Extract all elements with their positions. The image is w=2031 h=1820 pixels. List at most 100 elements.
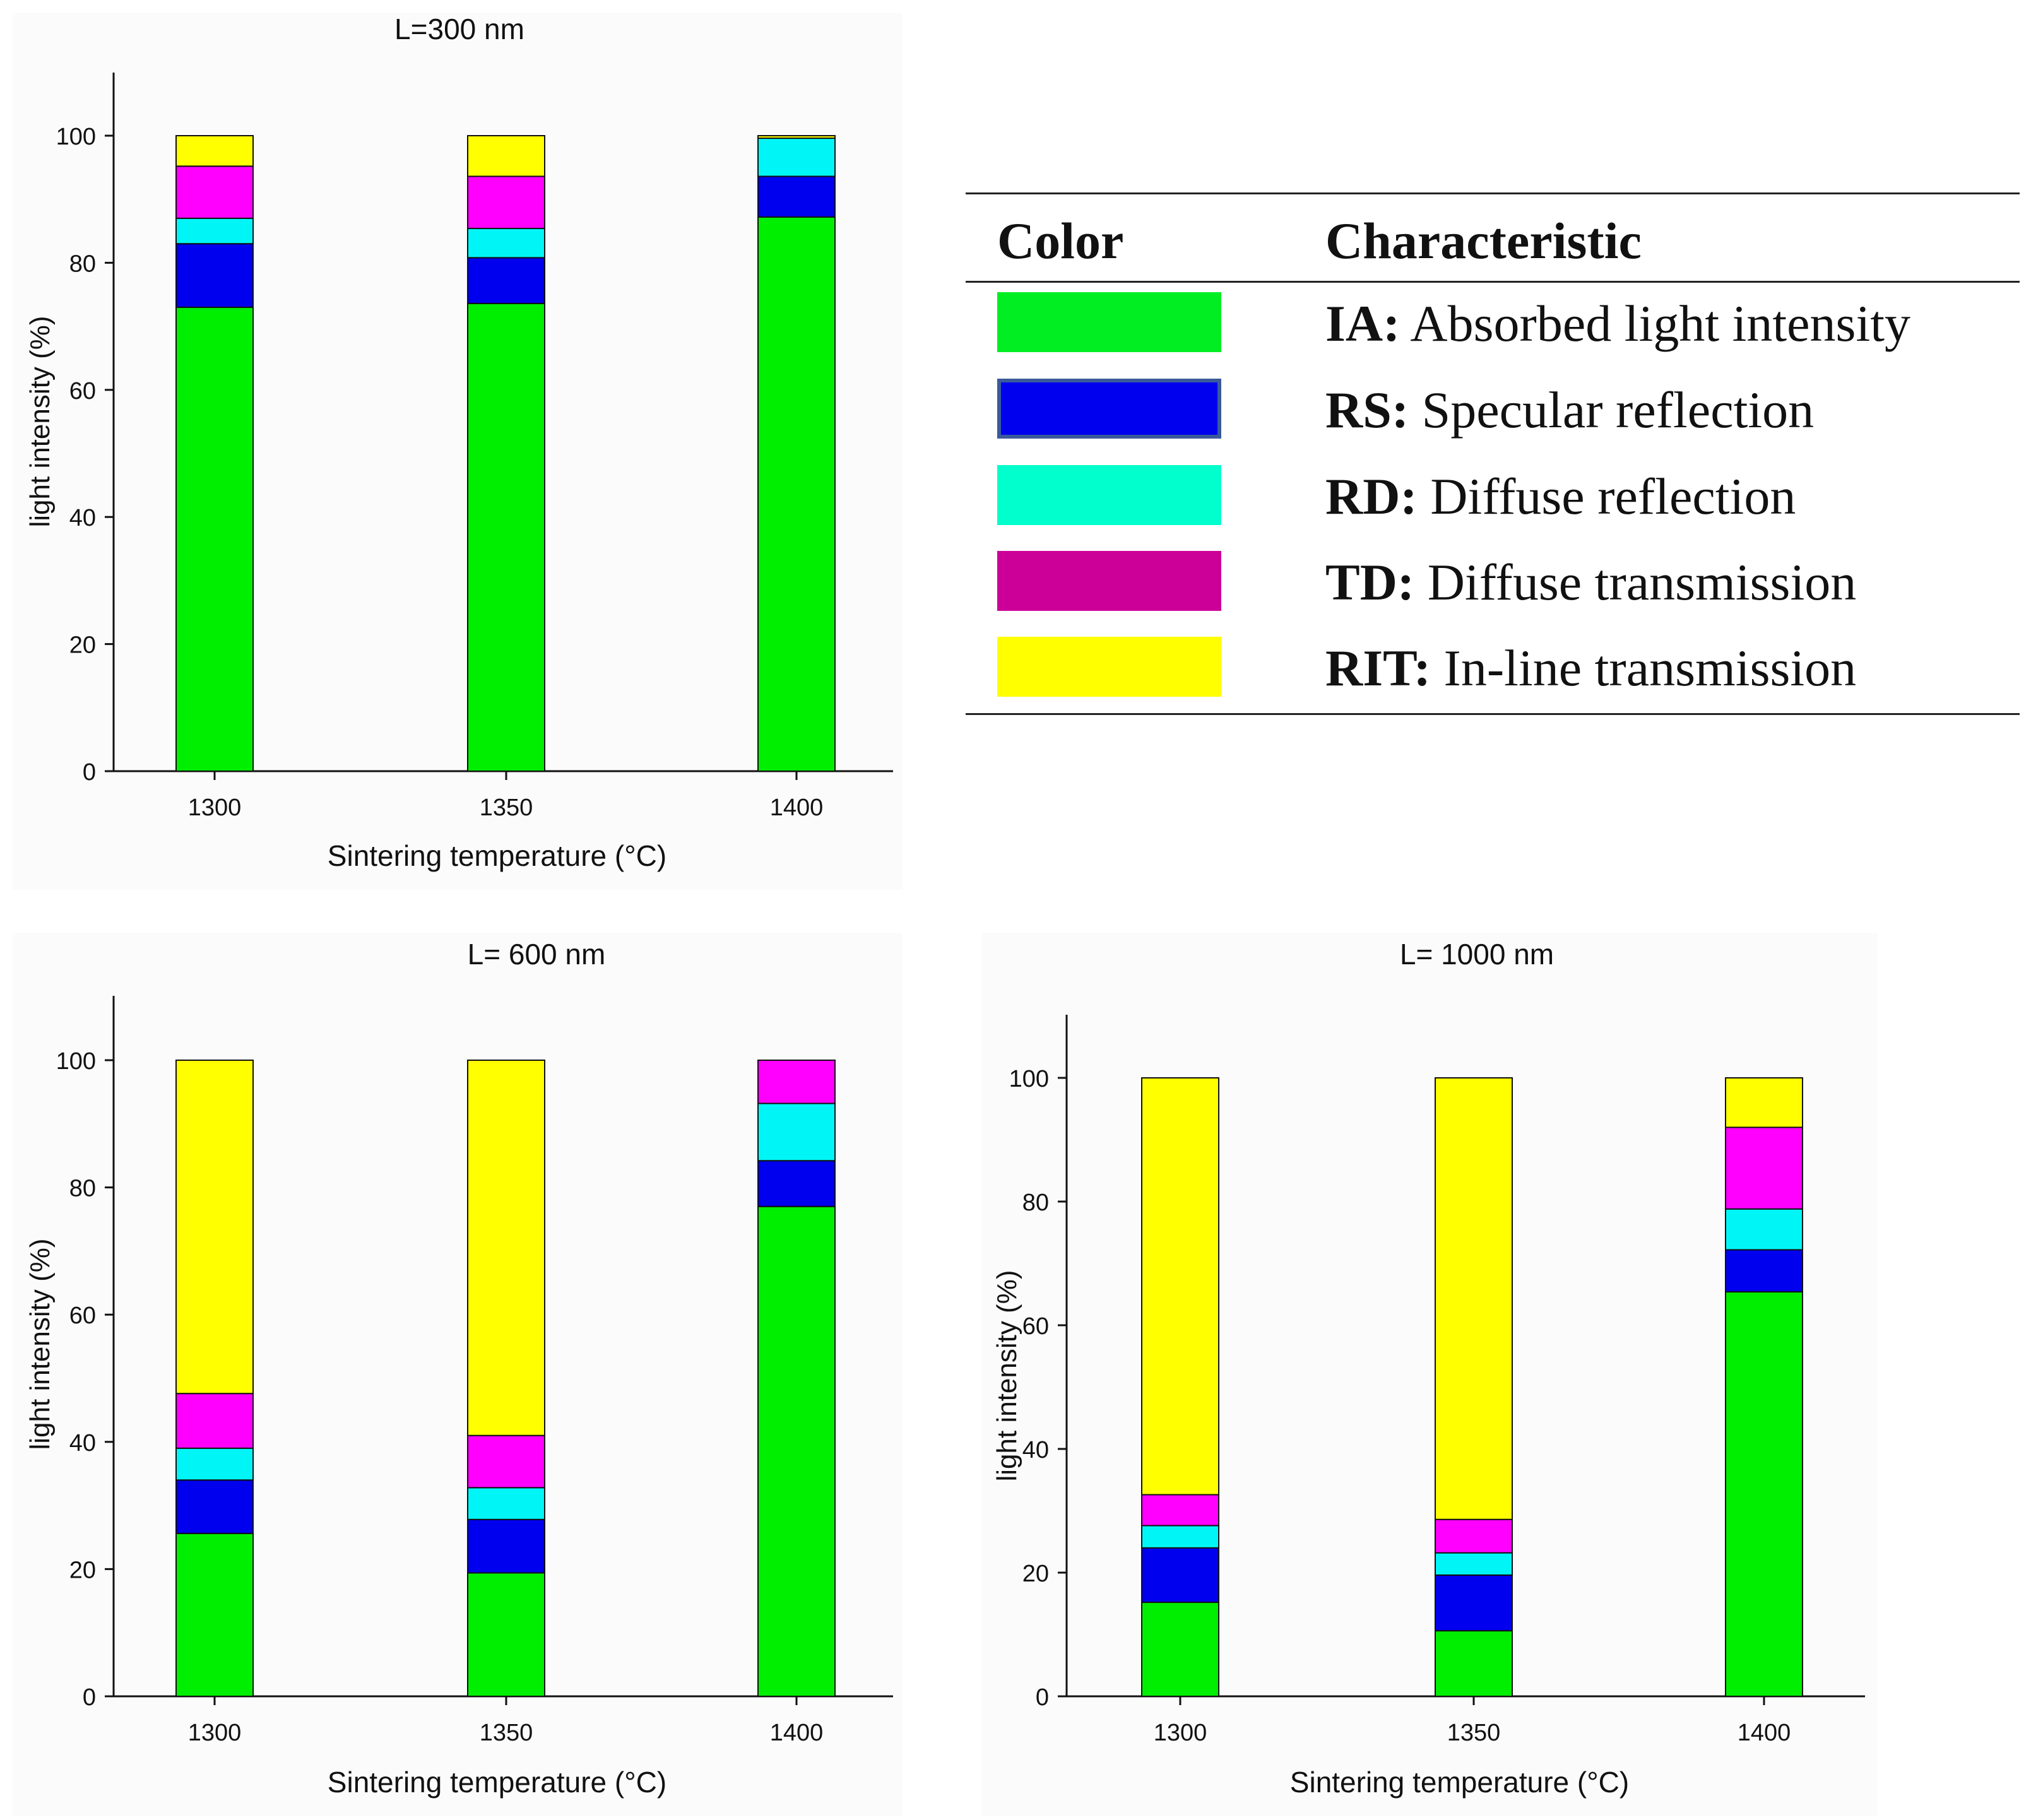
- y-tick-label: 100: [56, 1048, 96, 1075]
- bar-rit-1400: [1725, 1077, 1803, 1128]
- y-tick-label: 0: [1036, 1684, 1049, 1711]
- y-axis-label: light intensity (%): [25, 1238, 56, 1450]
- y-tick-label: 40: [69, 1430, 96, 1457]
- chart-2: L= 600 nm 0 20 40 60 80 100 1300 1350 1400 Sinteri…: [13, 933, 903, 1816]
- bar-td-1350: [467, 175, 545, 230]
- x-tick-label: 1400: [770, 1720, 824, 1746]
- bar-rs-1350: [467, 1518, 545, 1574]
- x-tick-label: 1300: [188, 795, 242, 821]
- bar-rit-1400: [757, 135, 836, 139]
- bar-rd-1300: [175, 1447, 254, 1481]
- legend-label-rit: RIT: In-line transmission: [1325, 639, 1857, 697]
- x-tick-label: 1350: [480, 1720, 533, 1746]
- bar-rs-1350: [467, 257, 545, 304]
- legend-table: Color Characteristic IA: Absorbed light …: [966, 192, 2020, 716]
- legend-top-rule: [966, 192, 2020, 194]
- bar-rd-1400: [757, 1102, 836, 1162]
- x-tick-label: 1300: [1154, 1720, 1207, 1746]
- bar-rd-1400: [757, 138, 836, 177]
- chart-title: L= 600 nm: [468, 938, 606, 971]
- legend-label-rd: RD: Diffuse reflection: [1325, 468, 1796, 525]
- x-tick-label: 1350: [1447, 1720, 1501, 1746]
- x-axis-label: Sintering temperature (°C): [1290, 1766, 1629, 1799]
- legend-swatch-rit: [997, 637, 1221, 697]
- bar-ia-1400: [757, 216, 836, 772]
- y-tick-label: 60: [69, 1303, 96, 1329]
- y-tick-label: 60: [1022, 1313, 1049, 1340]
- bar-rit-1300: [175, 135, 254, 167]
- x-tick-label: 1400: [770, 795, 824, 821]
- x-tick-label: 1350: [480, 795, 533, 821]
- legend-swatch-td: [997, 551, 1221, 611]
- legend-row-rs: RS: Specular reflection: [966, 379, 2020, 454]
- bar-ia-1350: [1435, 1630, 1513, 1698]
- bar-rit-1300: [175, 1060, 254, 1395]
- chart-background: [13, 13, 903, 890]
- bar-rd-1350: [1435, 1552, 1513, 1576]
- legend-header-characteristic: Characteristic: [1325, 212, 1642, 269]
- bar-td-1400: [757, 1060, 836, 1104]
- bar-td-1350: [467, 1434, 545, 1489]
- legend-header-rule: [966, 281, 2020, 283]
- legend-row-rit: RIT: In-line transmission: [966, 637, 2020, 712]
- bar-rd-1350: [467, 1487, 545, 1520]
- y-tick-label: 80: [1022, 1190, 1049, 1216]
- bar-rd-1350: [467, 228, 545, 259]
- bar-rd-1300: [175, 217, 254, 245]
- bar-td-1400: [1725, 1126, 1803, 1210]
- chart-3: L= 1000 nm 0 20 40 60 80 100 1300 1350 1400 Sinter…: [981, 933, 1878, 1816]
- bar-ia-1300: [175, 1532, 254, 1697]
- bar-rit-1350: [1435, 1077, 1513, 1520]
- legend-swatch-rs: [997, 379, 1221, 439]
- bar-rs-1400: [757, 1160, 836, 1207]
- y-tick-label: 0: [83, 1684, 96, 1711]
- bar-ia-1350: [467, 1572, 545, 1697]
- bar-rs-1300: [175, 1479, 254, 1534]
- bar-rd-1300: [1141, 1525, 1219, 1549]
- y-tick-label: 40: [69, 505, 96, 531]
- x-tick-label: 1300: [188, 1720, 242, 1746]
- legend-row-ia: IA: Absorbed light intensity: [966, 292, 2020, 368]
- legend-bottom-rule: [966, 713, 2020, 715]
- bar-td-1300: [175, 165, 254, 219]
- bar-rs-1350: [1435, 1574, 1513, 1632]
- legend-header-color: Color: [997, 212, 1124, 269]
- y-axis-label: light intensity (%): [25, 316, 56, 527]
- bar-ia-1300: [1141, 1602, 1219, 1698]
- legend-label-rs: RS: Specular reflection: [1325, 381, 1815, 439]
- y-tick-label: 40: [1022, 1437, 1049, 1463]
- legend-swatch-ia: [997, 292, 1221, 352]
- legend-row-rd: RD: Diffuse reflection: [966, 465, 2020, 541]
- legend-label-ia: IA: Absorbed light intensity: [1325, 295, 1911, 352]
- y-tick-label: 80: [69, 251, 96, 277]
- bar-rs-1300: [1141, 1547, 1219, 1604]
- legend-label-td: TD: Diffuse transmission: [1325, 553, 1857, 611]
- chart-title: L=300 nm: [394, 13, 524, 45]
- y-tick-label: 100: [56, 124, 96, 150]
- y-tick-label: 100: [1009, 1066, 1049, 1092]
- y-tick-label: 20: [69, 1557, 96, 1583]
- legend-row-td: TD: Diffuse transmission: [966, 551, 2020, 627]
- bar-rs-1400: [1725, 1249, 1803, 1293]
- bar-ia-1400: [757, 1205, 836, 1697]
- y-tick-label: 60: [69, 378, 96, 405]
- chart-1: L=300 nm 0 20 40 60 80 100 1300 1350 1400 Sinterin…: [13, 13, 903, 890]
- x-tick-label: 1400: [1738, 1720, 1791, 1746]
- y-tick-label: 0: [83, 759, 96, 786]
- legend-swatch-rd: [997, 465, 1221, 525]
- bar-ia-1400: [1725, 1291, 1803, 1697]
- bar-td-1350: [1435, 1518, 1513, 1554]
- bar-rit-1300: [1141, 1077, 1219, 1496]
- bar-rs-1400: [757, 175, 836, 218]
- bar-rd-1400: [1725, 1208, 1803, 1251]
- bar-td-1300: [175, 1393, 254, 1449]
- y-axis-label: light intensity (%): [992, 1270, 1022, 1481]
- x-axis-label: Sintering temperature (°C): [328, 1766, 666, 1799]
- x-axis-label: Sintering temperature (°C): [328, 839, 666, 872]
- y-tick-label: 80: [69, 1176, 96, 1202]
- bar-ia-1350: [467, 302, 545, 772]
- bar-td-1300: [1141, 1494, 1219, 1527]
- bar-rit-1350: [467, 1060, 545, 1436]
- chart-background: [13, 933, 903, 1816]
- y-tick-label: 20: [1022, 1561, 1049, 1587]
